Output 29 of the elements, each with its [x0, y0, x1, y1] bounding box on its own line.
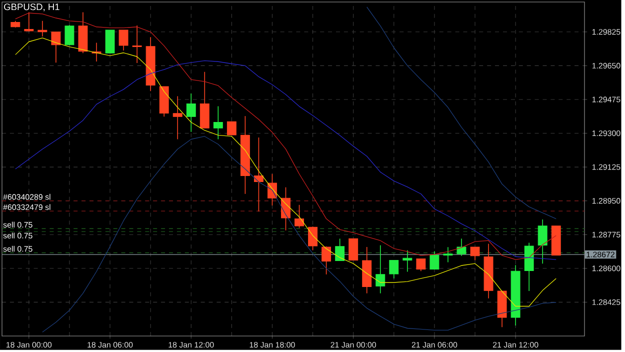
line-series [366, 6, 556, 220]
candlestick [294, 204, 304, 228]
candlestick [132, 25, 142, 64]
candlestick [24, 12, 34, 32]
candlestick [402, 250, 412, 272]
candlestick [186, 93, 196, 132]
candlestick [308, 226, 318, 251]
candlestick [538, 219, 548, 264]
candlestick [118, 30, 128, 51]
candlestick [226, 121, 236, 136]
candlestick [64, 24, 74, 46]
candlestick [416, 258, 426, 272]
candlestick [322, 246, 332, 275]
candlestick [254, 137, 264, 212]
candlestick [443, 246, 453, 263]
candlestick [348, 238, 358, 261]
candlestick [389, 260, 399, 279]
candlestick [335, 238, 345, 262]
candlestick [281, 186, 290, 231]
chart-title: GBPUSD, H1 [4, 4, 60, 12]
candlestick [456, 238, 466, 256]
candlestick [51, 31, 61, 63]
candlestick [213, 106, 223, 140]
line-series [42, 136, 556, 332]
candlestick [430, 250, 440, 270]
candlestick [470, 246, 480, 261]
candlestick [105, 30, 115, 54]
candlestick [172, 96, 182, 140]
candlestick [376, 244, 386, 294]
